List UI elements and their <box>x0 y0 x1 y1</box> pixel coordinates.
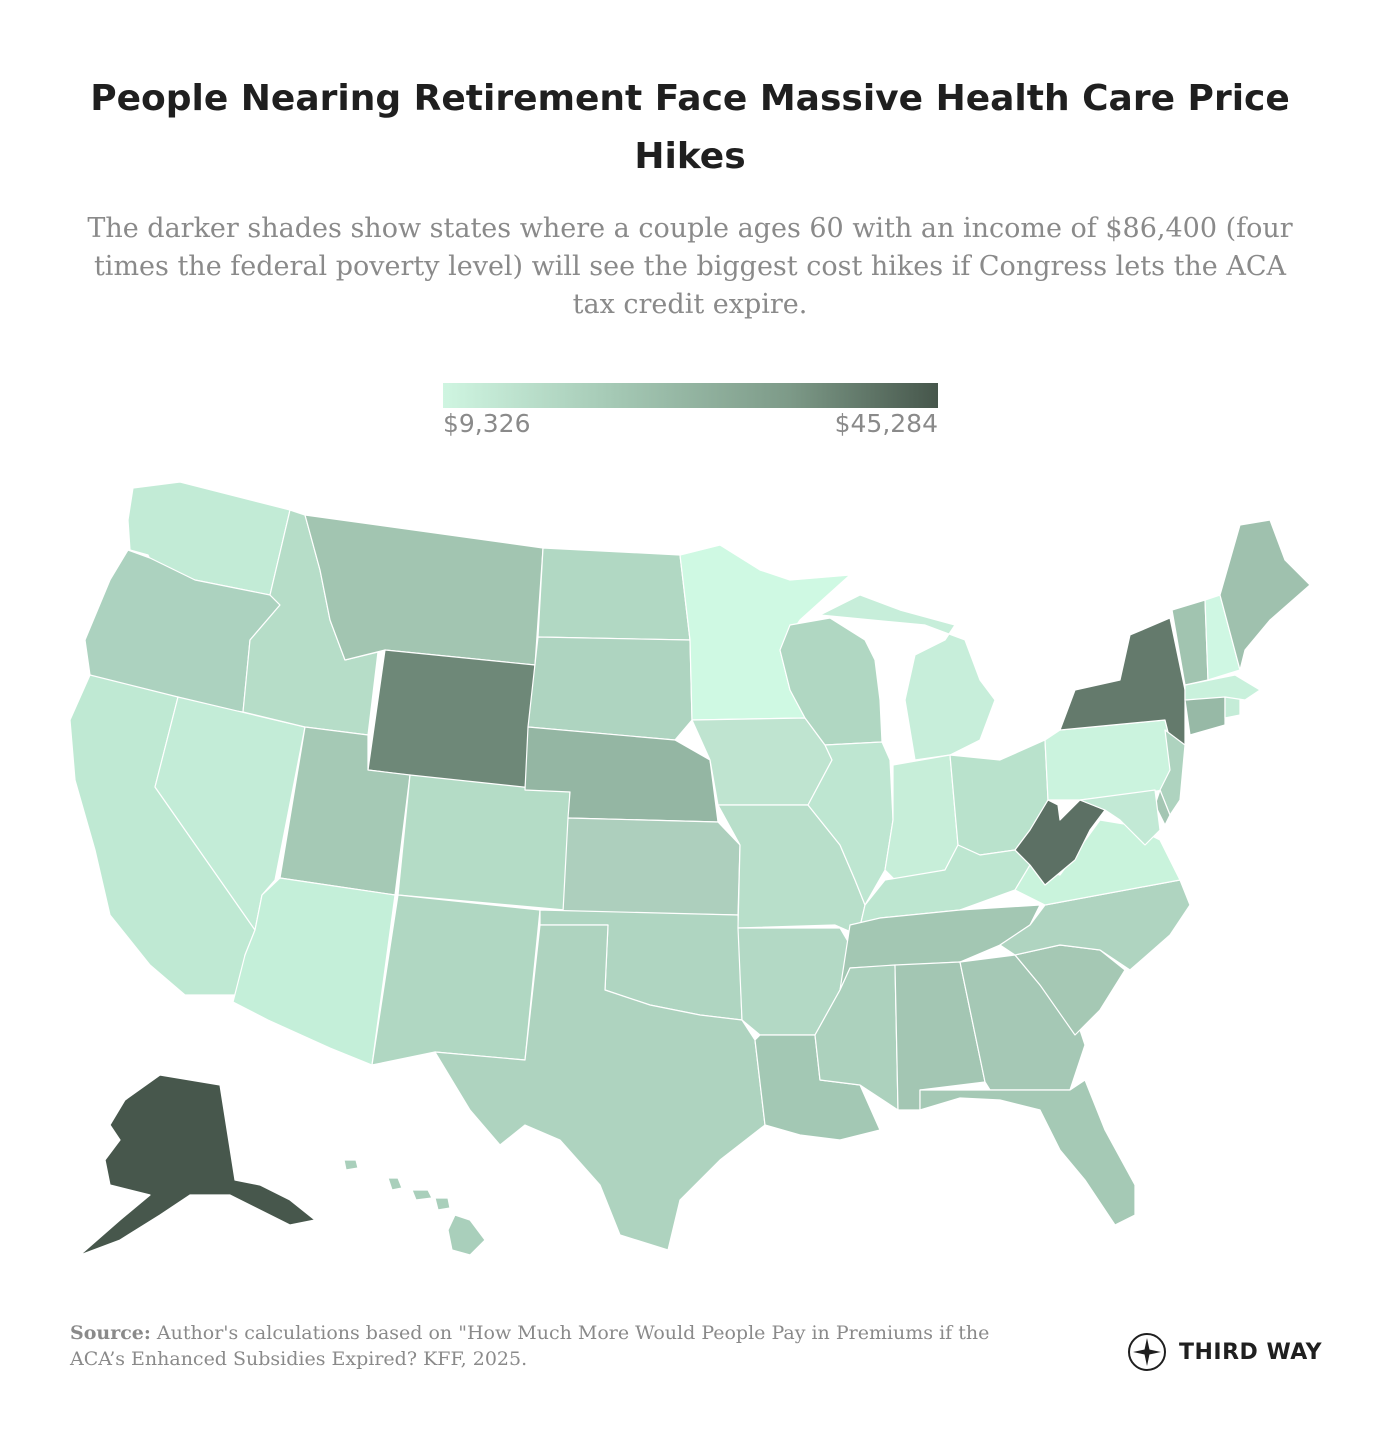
state-HI-islands-4 <box>434 1197 451 1211</box>
state-IN[interactable] <box>884 754 959 881</box>
state-ME[interactable] <box>1219 519 1311 671</box>
legend-gradient-bar <box>443 383 938 408</box>
logo-text: THIRD WAY <box>1179 1340 1323 1365</box>
source-label: Source: <box>70 1322 151 1344</box>
source-note: Source: Author's calculations based on "… <box>70 1320 1030 1372</box>
state-AK[interactable] <box>79 1074 316 1256</box>
state-MI[interactable] <box>819 594 996 761</box>
us-choropleth-map <box>69 481 1311 1256</box>
state-CO[interactable] <box>397 774 571 911</box>
state-RI[interactable] <box>1224 696 1241 719</box>
state-AZ[interactable] <box>232 877 396 1066</box>
state-KS[interactable] <box>562 817 741 916</box>
state-NC[interactable] <box>999 879 1191 971</box>
state-HI-islands-2 <box>387 1177 403 1191</box>
state-MT[interactable] <box>304 514 544 666</box>
state-FL[interactable] <box>919 1079 1136 1226</box>
state-HI[interactable] <box>447 1214 486 1256</box>
state-ND[interactable] <box>537 547 691 641</box>
compass-icon <box>1128 1333 1166 1371</box>
state-HI-islands <box>343 1159 359 1171</box>
state-MD[interactable] <box>1079 789 1161 846</box>
state-WY[interactable] <box>367 649 536 791</box>
chart-subtitle: The darker shades show states where a co… <box>87 213 1293 320</box>
source-text: Author's calculations based on "How Much… <box>70 1322 990 1370</box>
state-SD[interactable] <box>527 636 693 741</box>
third-way-logo: THIRD WAY <box>1127 1332 1327 1372</box>
chart-title: People Nearing Retirement Face Massive H… <box>90 78 1290 177</box>
state-HI-islands-3 <box>411 1189 433 1201</box>
state-NM[interactable] <box>371 894 541 1066</box>
legend-max-label: $45,284 <box>834 409 938 438</box>
state-TX[interactable] <box>434 924 766 1251</box>
state-CT[interactable] <box>1184 694 1226 736</box>
legend-min-label: $9,326 <box>443 409 531 438</box>
color-legend: $9,326 $45,284 <box>443 383 938 443</box>
state-PA[interactable] <box>1044 719 1176 801</box>
